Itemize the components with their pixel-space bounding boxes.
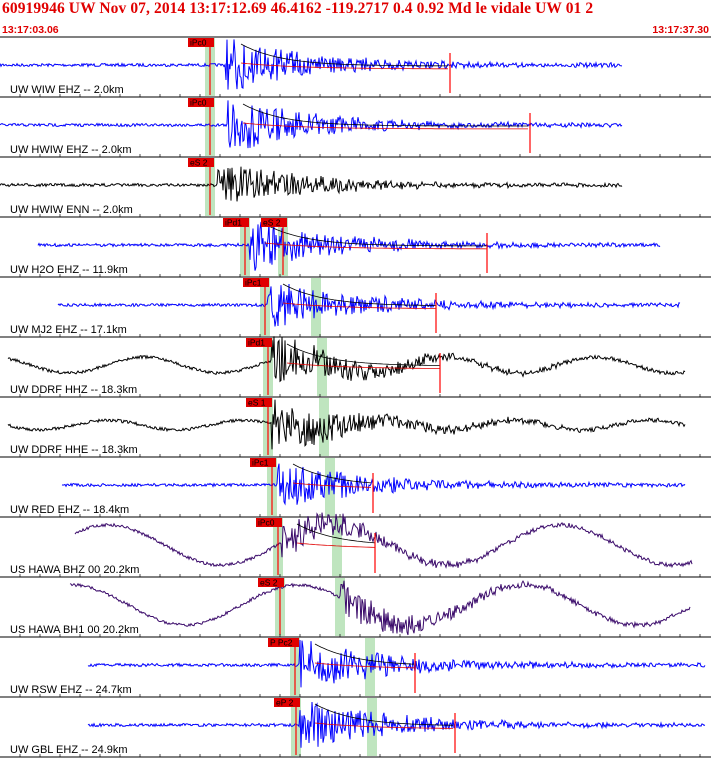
waveform-trace: [0, 39, 623, 90]
channel-label: UW GBL EHZ -- 24.9km: [10, 744, 128, 756]
s-window-band: [311, 278, 321, 336]
pick-box[interactable]: [274, 698, 300, 707]
waveform-trace: [0, 100, 623, 149]
channel-label: UW RSW EHZ -- 24.7km: [10, 684, 132, 696]
channel-label: UW HWIW EHZ -- 2.0km: [10, 144, 132, 156]
channel-row[interactable]: eP 2 UW GBL EHZ -- 24.9km: [0, 698, 711, 758]
channel-row[interactable]: P Pc2 UW RSW EHZ -- 24.7km: [0, 638, 711, 698]
pick-label[interactable]: iPd1: [248, 338, 265, 348]
coda-fit-line: [296, 542, 376, 548]
event-header-title: 60919946 UW Nov 07, 2014 13:17:12.69 46.…: [2, 0, 594, 17]
pick-box[interactable]: [188, 98, 214, 107]
pick-box[interactable]: [268, 638, 299, 647]
pick-box[interactable]: [256, 518, 282, 527]
end-time-label: 13:17:37.30: [652, 24, 709, 36]
pick-box[interactable]: [246, 398, 272, 407]
coda-envelope: [264, 223, 487, 247]
s-window-band: [325, 458, 335, 516]
channel-label: UW H2O EHZ -- 11.9km: [10, 264, 128, 276]
waveform-trace: [87, 639, 706, 688]
start-time-label: 13:17:03.06: [2, 24, 59, 36]
channel-row[interactable]: iPd1 eS 2 UW H2O EHZ -- 11.9km: [0, 218, 711, 278]
coda-envelope: [240, 43, 448, 67]
waveform-trace: [7, 336, 686, 383]
coda-fit-line: [286, 362, 440, 369]
pick-label[interactable]: iPc0: [190, 98, 207, 108]
coda-envelope: [296, 523, 376, 544]
pick-box[interactable]: [188, 38, 214, 47]
channel-row[interactable]: iPc0 UW HWIW EHZ -- 2.0km: [0, 98, 711, 158]
pick-box[interactable]: [258, 578, 284, 587]
coda-envelope: [282, 283, 436, 306]
waveform-trace: [7, 399, 686, 450]
pick-label[interactable]: iPc0: [190, 38, 207, 48]
pick-label[interactable]: iPc1: [245, 278, 262, 288]
channel-row[interactable]: eS 2 US HAWA BH1 00 20.2km: [0, 578, 711, 638]
coda-fit-line: [292, 482, 372, 488]
pick-label[interactable]: iPc1: [252, 458, 269, 468]
channel-row[interactable]: eS 2 UW HWIW ENN -- 2.0km: [0, 158, 711, 218]
waveform-trace: [69, 580, 691, 636]
waveform-trace: [57, 283, 681, 327]
waveform-trace: [74, 512, 693, 569]
channel-label: UW WIW EHZ -- 2.0km: [10, 84, 124, 96]
waveform-trace: [0, 166, 623, 202]
pick-label[interactable]: eS 1: [248, 398, 266, 408]
coda-envelope: [286, 343, 440, 366]
s-window-band: [317, 338, 327, 396]
channel-row[interactable]: iPc1 UW MJ2 EHZ -- 17.1km: [0, 278, 711, 338]
coda-envelope: [314, 643, 415, 665]
coda-fit-line: [264, 242, 488, 250]
channel-label: UW DDRF HHE -- 18.3km: [10, 444, 138, 456]
coda-fit-line: [314, 662, 414, 669]
pick-box[interactable]: [246, 338, 272, 347]
channel-label: US HAWA BHZ 00 20.2km: [10, 564, 139, 576]
pick-box[interactable]: [250, 458, 276, 467]
channel-label: UW MJ2 EHZ -- 17.1km: [10, 324, 127, 336]
coda-fit-line: [282, 302, 436, 309]
pick-label[interactable]: eS 2: [260, 578, 278, 588]
pick-label[interactable]: eS 2: [190, 158, 208, 168]
pick-label[interactable]: eP 2: [276, 698, 294, 708]
coda-fit-line: [240, 62, 448, 70]
waveform-trace: [87, 701, 706, 748]
pick-box[interactable]: [188, 158, 214, 167]
s-window-band: [335, 578, 345, 636]
coda-envelope: [242, 103, 528, 127]
waveform-trace: [37, 221, 661, 271]
pick-label[interactable]: P Pc2: [270, 638, 293, 648]
channel-row[interactable]: iPc1 UW RED EHZ -- 18.4km: [0, 458, 711, 518]
pick-label[interactable]: iPc0: [258, 518, 275, 528]
pick-box[interactable]: [243, 278, 269, 287]
coda-fit-line: [314, 722, 453, 729]
channel-row[interactable]: iPd1 UW DDRF HHZ -- 18.3km: [0, 336, 711, 398]
pick-box-secondary[interactable]: [261, 218, 287, 227]
pick-box[interactable]: [223, 218, 249, 227]
s-window-band: [332, 518, 342, 576]
coda-envelope: [292, 463, 372, 484]
channel-label: UW DDRF HHZ -- 18.3km: [10, 384, 137, 396]
channel-label: UW HWIW ENN -- 2.0km: [10, 204, 133, 216]
channel-row[interactable]: iPc0 US HAWA BHZ 00 20.2km: [0, 512, 711, 578]
coda-envelope: [314, 703, 454, 726]
channel-label: US HAWA BH1 00 20.2km: [10, 624, 139, 636]
pick-label[interactable]: iPd1: [225, 218, 242, 228]
channel-row[interactable]: eS 1 UW DDRF HHE -- 18.3km: [0, 398, 711, 458]
channel-label: UW RED EHZ -- 18.4km: [10, 504, 129, 516]
channel-row[interactable]: iPc0 UW WIW EHZ -- 2.0km: [0, 38, 711, 98]
pick-label-secondary[interactable]: eS 2: [263, 218, 281, 228]
coda-fit-line: [242, 122, 528, 130]
